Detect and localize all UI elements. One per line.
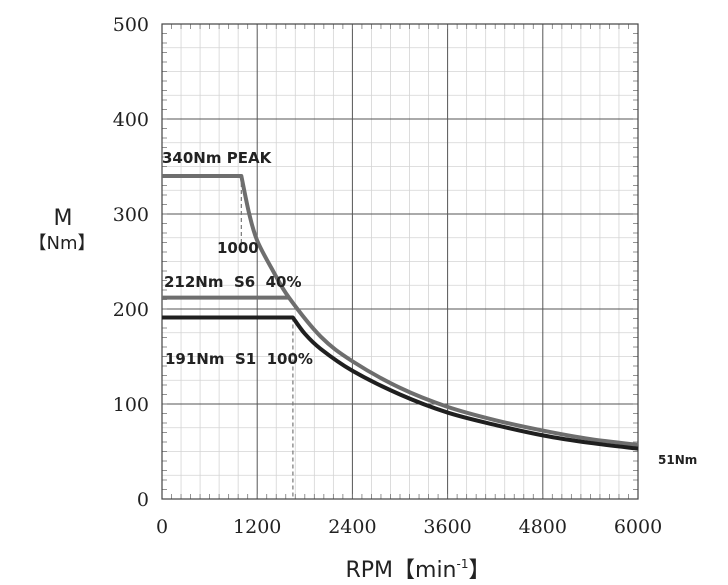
y-tick-labels: 0 100 200 300 400 500 <box>113 14 149 511</box>
x-tick-label: 1200 <box>233 516 281 538</box>
x-tick-label: 6000 <box>614 516 662 538</box>
x-tick-labels: 0 1200 2400 3600 4800 6000 <box>156 516 662 538</box>
y-tick-label: 100 <box>113 394 149 416</box>
x-axis-label-main: RPM【min <box>345 558 456 583</box>
y-tick-label: 500 <box>113 14 149 36</box>
annotation-s6: 212Nm S6 40% <box>164 273 302 291</box>
series-group <box>162 174 639 451</box>
series-s1-curve <box>162 315 639 451</box>
series-peak-curve <box>162 174 639 447</box>
y-tick-label: 200 <box>113 299 149 321</box>
y-tick-label: 0 <box>137 489 149 511</box>
x-tick-label: 0 <box>156 516 168 538</box>
y-axis-unit: 【Nm】 <box>29 233 96 254</box>
x-axis-label: RPM【min-1】 <box>345 557 490 583</box>
y-tick-label: 300 <box>113 204 149 226</box>
annotation-rpm-1000: 1000 <box>217 239 259 257</box>
x-axis-label-close: 】 <box>468 558 490 583</box>
y-tick-label: 400 <box>113 109 149 131</box>
plot-frame <box>161 23 639 500</box>
x-tick-label: 3600 <box>423 516 471 538</box>
guide-lines <box>240 176 294 499</box>
x-axis-label-sup: -1 <box>457 557 469 571</box>
y-axis-label: M <box>54 206 73 231</box>
annotation-peak: 340Nm PEAK <box>162 149 273 167</box>
x-tick-label: 4800 <box>519 516 567 538</box>
annotation-s1: 191Nm S1 100% <box>165 350 313 368</box>
x-tick-label: 2400 <box>328 516 376 538</box>
annotation-end-torque: 51Nm <box>658 453 697 467</box>
minor-grid <box>162 24 638 499</box>
